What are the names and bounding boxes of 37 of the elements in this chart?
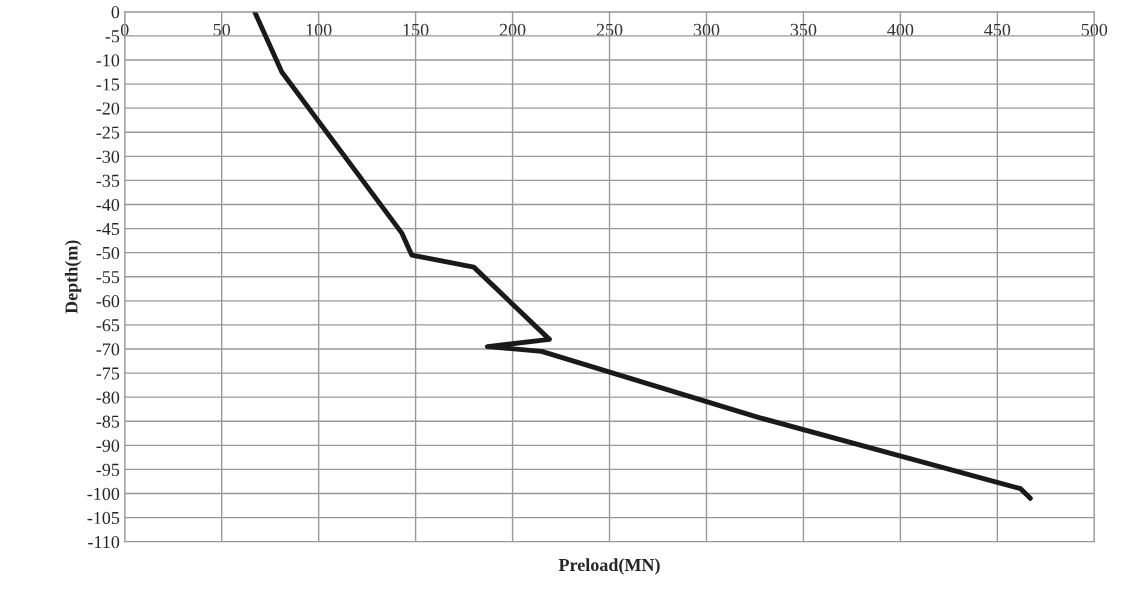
y-tick-label: -100 [87,487,120,500]
x-tick-label: 100 [306,23,332,36]
y-tick-label: -85 [96,415,120,428]
y-tick-label: -105 [87,511,120,525]
line-series [252,11,1033,501]
y-tick-label: -45 [96,222,120,236]
y-tick-label: -70 [96,343,120,356]
x-tick-label: 450 [984,23,1011,36]
x-tick-label: 50 [213,23,231,36]
y-tick-label: -5 [105,30,120,43]
y-tick-label: -20 [96,102,120,115]
y-tick-label: -90 [96,439,120,452]
y-tick-label: -15 [96,78,120,91]
y-tick-label: -110 [88,535,120,549]
y-tick-label: -75 [96,367,120,380]
y-tick-label: -40 [96,198,120,211]
y-tick-label: -30 [96,150,120,163]
x-tick-label: 200 [499,23,526,36]
y-tick-label: -60 [96,295,120,308]
y-tick-label: -25 [96,126,120,139]
x-tick-label: 300 [693,23,720,36]
x-tick-label: 350 [790,23,817,36]
y-tick-label: -50 [96,246,120,260]
x-tick-label: 150 [403,23,429,36]
y-tick-label: 0 [111,6,120,19]
x-tick-label: 500 [1081,23,1108,36]
x-tick-label: 400 [887,23,914,36]
y-tick-label: -95 [96,463,120,476]
y-tick-label: -80 [96,391,120,404]
y-tick-label: -35 [96,174,120,187]
x-axis-title: Preload(MN) [558,558,660,575]
y-axis-title: Depth(m) [64,240,82,314]
y-tick-label: -65 [96,319,120,332]
x-tick-label: 250 [596,23,623,36]
x-tick-label: 0 [120,23,129,36]
y-tick-label: -10 [96,54,120,67]
y-tick-label: -55 [96,271,120,284]
